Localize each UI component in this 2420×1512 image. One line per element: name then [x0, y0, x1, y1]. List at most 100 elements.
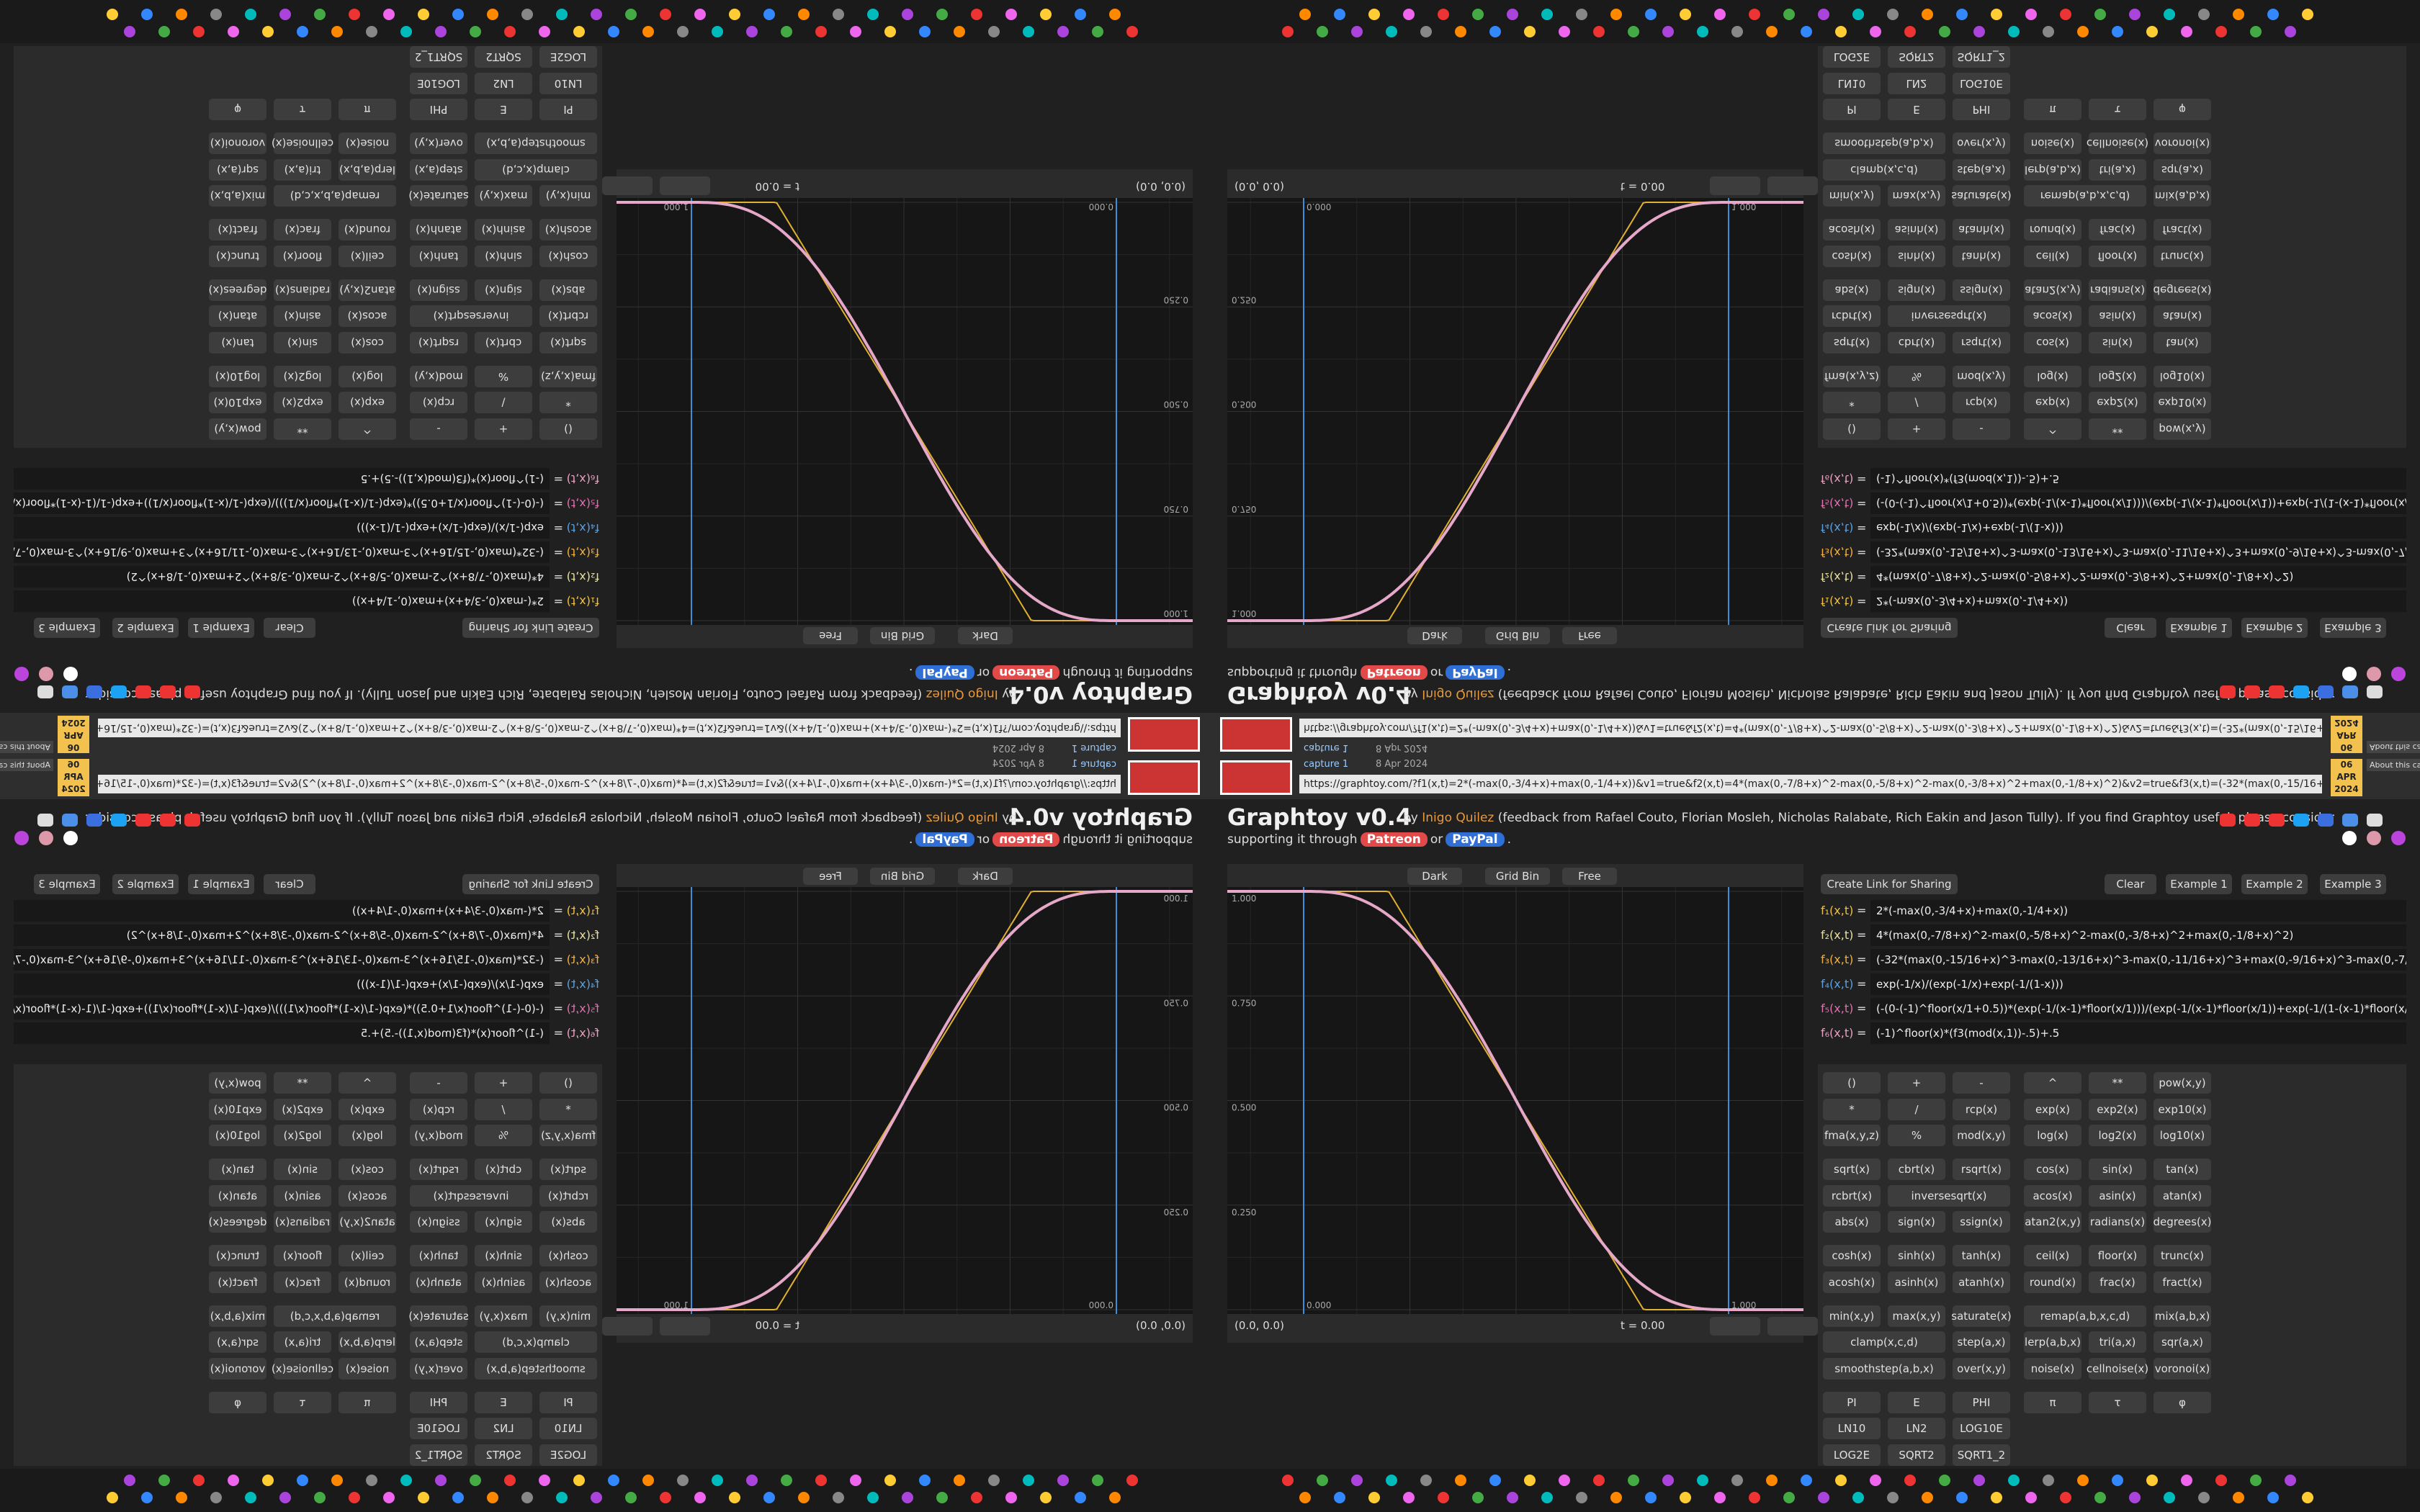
patreon-button[interactable]: Patreon — [1360, 832, 1428, 847]
taskbar-icon[interactable] — [1023, 26, 1034, 37]
keypad-button[interactable]: exp2(x) — [274, 1099, 331, 1120]
taskbar-icon[interactable] — [1576, 1492, 1587, 1503]
keypad-button[interactable]: log(x) — [2024, 366, 2081, 387]
taskbar-icon[interactable] — [107, 9, 118, 20]
taskbar-icon[interactable] — [400, 1475, 412, 1486]
taskbar-icon[interactable] — [400, 26, 412, 37]
keypad-button[interactable]: atanh(x) — [1953, 1272, 2010, 1293]
formula-label[interactable]: f₆(x,t) — [1821, 472, 1854, 486]
taskbar-icon[interactable] — [1956, 1492, 1968, 1503]
formula-input[interactable]: 2*(-max(0,-3/4+x)+max(0,-1/4+x)) — [14, 590, 550, 612]
time-button[interactable] — [1710, 1317, 1760, 1336]
keypad-button[interactable]: abs(x) — [1823, 279, 1881, 301]
keypad-button[interactable]: rsqrt(x) — [410, 332, 467, 354]
taskbar-icon[interactable] — [1835, 26, 1847, 37]
formula-label[interactable]: f₄(x,t) — [1821, 977, 1854, 991]
keypad-button[interactable]: * — [1823, 1099, 1881, 1120]
formula-label[interactable]: f₁(x,t) — [566, 595, 599, 608]
keypad-button[interactable]: exp10(x) — [2154, 392, 2211, 413]
keypad-button[interactable]: degrees(x) — [209, 1211, 266, 1233]
time-button[interactable] — [660, 1317, 710, 1336]
keypad-button[interactable]: % — [1888, 366, 1945, 387]
keypad-button[interactable]: lerp(a,b,x) — [2024, 159, 2081, 181]
keypad-button[interactable]: voronoi(x) — [2154, 1358, 2211, 1380]
keypad-button[interactable]: cellnoise(x) — [2087, 132, 2148, 154]
capture-label[interactable]: capture 1 — [1304, 759, 1349, 770]
taskbar-icon[interactable] — [297, 26, 308, 37]
keypad-button[interactable]: cosh(x) — [539, 1245, 597, 1266]
taskbar-icon[interactable] — [435, 26, 447, 37]
keypad-button[interactable]: τ — [2089, 1392, 2146, 1413]
taskbar-icon[interactable] — [1731, 1475, 1743, 1486]
keypad-button[interactable]: acos(x) — [2024, 1185, 2081, 1207]
keypad-button[interactable]: sqr(a,x) — [2154, 159, 2211, 181]
formula-label[interactable]: f₃(x,t) — [1821, 546, 1854, 559]
keypad-button[interactable]: τ — [2089, 99, 2146, 120]
keypad-button[interactable]: atan2(x,y) — [339, 279, 396, 301]
social-icon[interactable] — [37, 814, 53, 827]
taskbar-icon[interactable] — [954, 1475, 965, 1486]
formula-input[interactable]: (-(0-(-1)^floor(x/1+0.5))*(exp(-1/(x-1)*… — [1870, 998, 2406, 1020]
formula-input[interactable]: 4*(max(0,-7/8+x)^2-max(0,-5/8+x)^2-max(0… — [1870, 924, 2406, 946]
taskbar-icon[interactable] — [2233, 1492, 2244, 1503]
taskbar-icon[interactable] — [1040, 1492, 1052, 1503]
taskbar-icon[interactable] — [141, 9, 153, 20]
keypad-button[interactable]: exp(x) — [2024, 1099, 2081, 1120]
taskbar-icon[interactable] — [1368, 9, 1380, 20]
keypad-button[interactable]: abs(x) — [539, 279, 597, 301]
time-button[interactable] — [1767, 1317, 1818, 1336]
taskbar-icon[interactable] — [1697, 1475, 1708, 1486]
keypad-button[interactable]: rcp(x) — [410, 392, 467, 413]
taskbar-icon[interactable] — [331, 26, 343, 37]
social-icon[interactable] — [184, 814, 200, 827]
keypad-button[interactable]: max(x,y) — [1888, 1305, 1945, 1327]
keypad-button[interactable]: ** — [2089, 418, 2146, 440]
keypad-button[interactable]: ** — [274, 418, 331, 440]
keypad-button[interactable]: φ — [2154, 1392, 2211, 1413]
keypad-button[interactable]: trunc(x) — [2154, 1245, 2211, 1266]
taskbar-icon[interactable] — [1697, 26, 1708, 37]
formula-input[interactable]: (-1)^floor(x)*(f3(mod(x,1))-.5)+.5 — [14, 1022, 550, 1044]
keypad-button[interactable]: / — [1888, 1099, 1945, 1120]
social-icon[interactable] — [111, 814, 127, 827]
formula-input[interactable]: (-1)^floor(x)*(f3(mod(x,1))-.5)+.5 — [14, 468, 550, 490]
taskbar-icon[interactable] — [1455, 1475, 1466, 1486]
taskbar-icon[interactable] — [470, 26, 481, 37]
social-icon[interactable] — [111, 685, 127, 698]
keypad-button[interactable]: clamp(x,c,d) — [475, 159, 597, 181]
taskbar-icon[interactable] — [2129, 9, 2141, 20]
capture-label[interactable]: capture 1 — [1304, 742, 1349, 753]
toolbar-button[interactable]: Create Link for Sharing — [1821, 618, 1958, 638]
keypad-button[interactable]: () — [1823, 418, 1881, 440]
social-icon[interactable] — [2269, 814, 2285, 827]
keypad-button[interactable]: tan(x) — [2154, 1158, 2211, 1180]
taskbar-icon[interactable] — [677, 26, 689, 37]
taskbar-icon[interactable] — [1680, 9, 1691, 20]
taskbar-icon[interactable] — [1420, 26, 1432, 37]
keypad-button[interactable]: LOG10E — [1953, 73, 2010, 94]
graph-button[interactable]: Grid Bin — [1485, 868, 1550, 885]
formula-input[interactable]: exp(-1/x)/(exp(-1/x)+exp(-1/(1-x))) — [1870, 973, 2406, 995]
keypad-button[interactable]: ssign(x) — [1953, 1211, 2010, 1233]
keypad-button[interactable]: lerp(a,b,x) — [339, 159, 396, 181]
taskbar-icon[interactable] — [1005, 1492, 1017, 1503]
taskbar-icon[interactable] — [884, 26, 896, 37]
taskbar-icon[interactable] — [919, 26, 931, 37]
keypad-button[interactable]: tanh(x) — [410, 1245, 467, 1266]
keypad-button[interactable]: round(x) — [2024, 219, 2081, 240]
keypad-button[interactable]: * — [1823, 392, 1881, 413]
keypad-button[interactable]: smoothstep(a,b,x) — [475, 1358, 597, 1380]
social-icon[interactable] — [2342, 831, 2357, 845]
graph-button[interactable]: Grid Bin — [870, 627, 935, 644]
keypad-button[interactable]: LOG10E — [410, 73, 467, 94]
formula-input[interactable]: (-(0-(-1)^floor(x/1+0.5))*(exp(-1/(x-1)*… — [14, 492, 550, 514]
paypal-button[interactable]: PayPal — [1446, 665, 1505, 680]
social-icon[interactable] — [39, 831, 53, 845]
keypad-button[interactable]: atanh(x) — [1953, 219, 2010, 240]
taskbar-icon[interactable] — [1075, 9, 1086, 20]
keypad-button[interactable]: tri(a,x) — [2089, 1331, 2146, 1353]
keypad-button[interactable]: sin(x) — [2089, 332, 2146, 354]
formula-label[interactable]: f₄(x,t) — [1821, 521, 1854, 535]
keypad-button[interactable]: inversesqrt(x) — [410, 305, 532, 327]
taskbar-icon[interactable] — [1368, 1492, 1380, 1503]
